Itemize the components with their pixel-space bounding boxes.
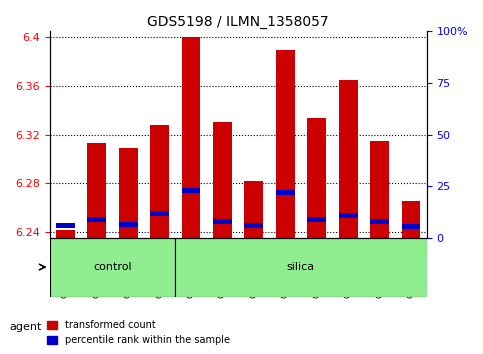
Text: agent: agent: [10, 322, 42, 332]
Bar: [50, 238, 175, 297]
Legend: transformed count, percentile rank within the sample: transformed count, percentile rank withi…: [43, 316, 234, 349]
Bar: [119, 148, 138, 238]
Bar: [150, 211, 169, 216]
Bar: [182, 38, 200, 238]
Bar: [307, 217, 326, 222]
Bar: [213, 122, 232, 238]
Bar: [175, 238, 426, 297]
Bar: [276, 50, 295, 238]
Bar: [370, 219, 389, 224]
Bar: [150, 125, 169, 238]
Bar: [370, 141, 389, 238]
Bar: [401, 224, 420, 229]
Bar: [276, 190, 295, 195]
Bar: [307, 118, 326, 238]
Bar: [87, 143, 106, 238]
Text: control: control: [93, 262, 132, 272]
Bar: [56, 223, 75, 228]
Bar: [56, 230, 75, 238]
Bar: [213, 219, 232, 224]
Bar: [339, 80, 357, 238]
Bar: [401, 201, 420, 238]
Bar: [182, 188, 200, 193]
Title: GDS5198 / ILMN_1358057: GDS5198 / ILMN_1358057: [147, 15, 329, 29]
Text: silica: silica: [287, 262, 315, 272]
Bar: [244, 181, 263, 238]
Bar: [244, 223, 263, 228]
Bar: [119, 222, 138, 227]
Bar: [339, 213, 357, 218]
Bar: [87, 217, 106, 222]
